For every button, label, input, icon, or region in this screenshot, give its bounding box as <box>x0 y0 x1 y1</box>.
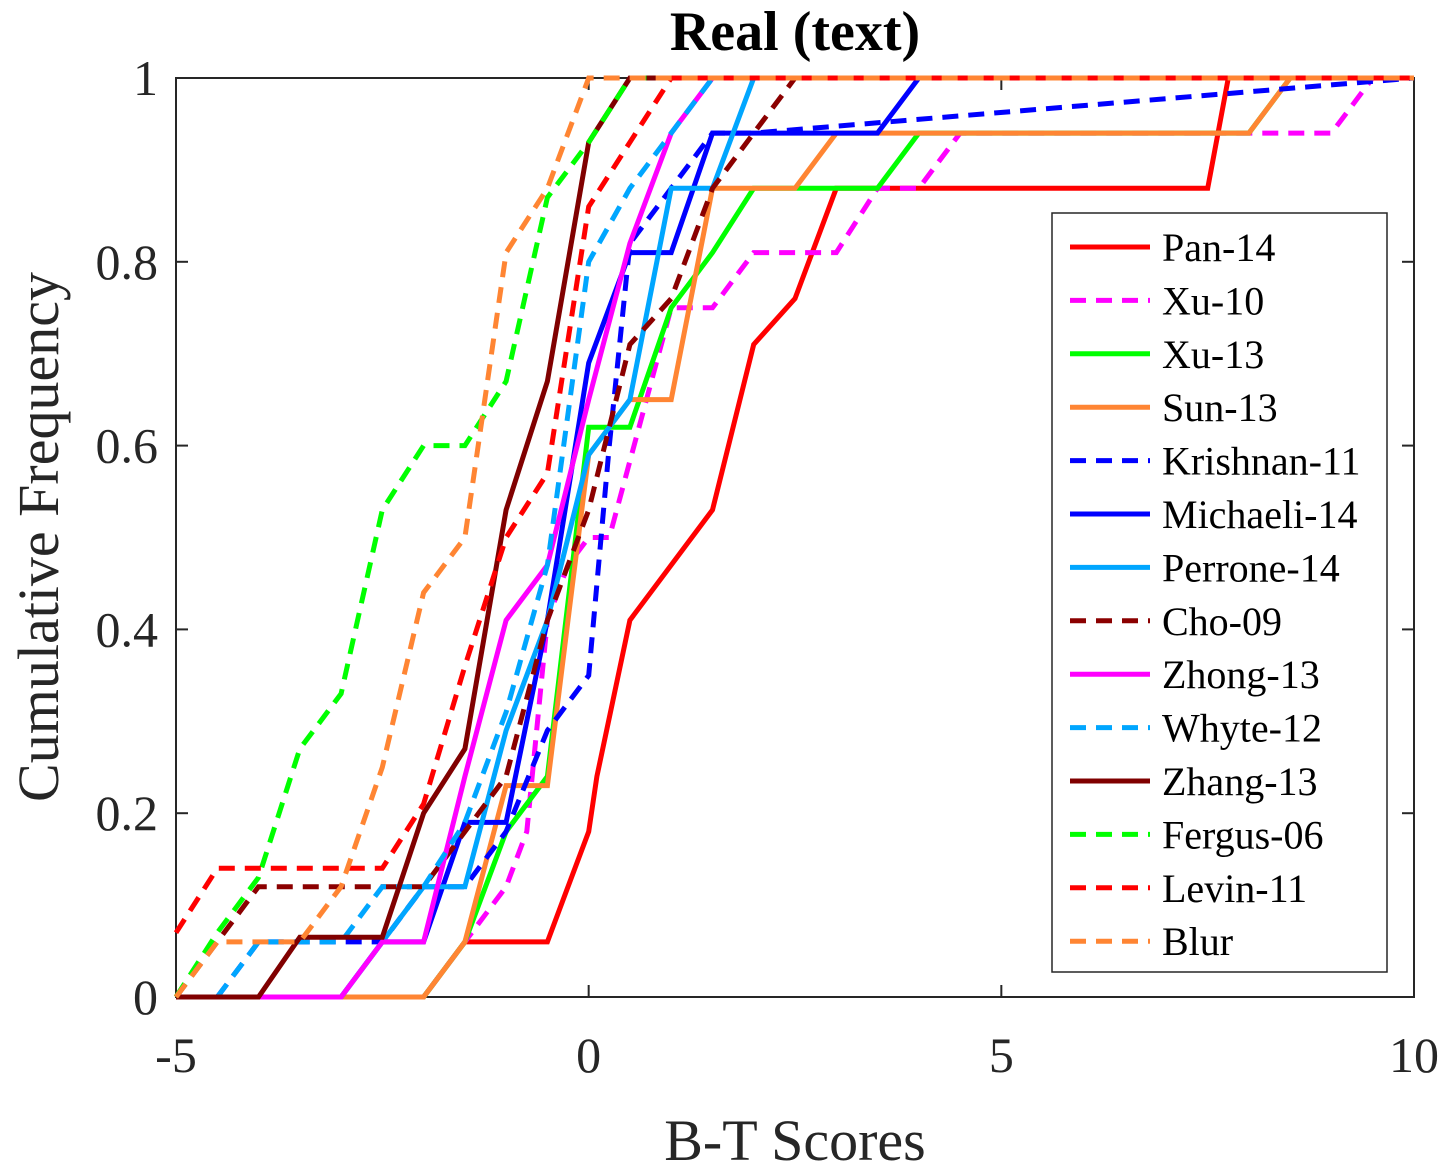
legend-box <box>1051 212 1388 973</box>
legend-label: Pan-14 <box>1162 225 1275 270</box>
y-tick-label: 0.8 <box>96 234 159 290</box>
legend-label: Perrone-14 <box>1162 545 1340 590</box>
x-tick-label: 0 <box>576 1027 601 1083</box>
y-tick-label: 0.4 <box>96 601 159 657</box>
series-line-fergus-06 <box>173 75 1414 999</box>
y-tick-label: 0.2 <box>96 785 159 841</box>
x-axis-label: B-T Scores <box>664 1108 926 1166</box>
legend-label: Zhang-13 <box>1162 759 1318 804</box>
series-line-levin-11 <box>173 75 1414 935</box>
legend-label: Whyte-12 <box>1162 706 1322 751</box>
y-axis: 0 0.2 0.4 0.6 0.8 1 <box>96 50 1414 1025</box>
y-tick-label: 0.6 <box>96 418 159 474</box>
legend-label: Xu-10 <box>1162 278 1264 323</box>
legend-label: Blur <box>1162 919 1233 964</box>
legend-label: Levin-11 <box>1162 866 1307 911</box>
series-line-krishnan-11 <box>215 75 1415 999</box>
legend-label: Xu-13 <box>1162 332 1264 377</box>
series-line-blur <box>173 75 1414 999</box>
chart-title: Real (text) <box>670 1 920 63</box>
y-tick-label: 0 <box>133 969 158 1025</box>
x-tick-label: 10 <box>1389 1027 1439 1083</box>
y-axis-label: Cumulative Frequency <box>6 272 71 802</box>
y-tick-label: 1 <box>133 50 158 106</box>
legend-label: Cho-09 <box>1162 599 1282 644</box>
x-tick-label: -5 <box>155 1027 197 1083</box>
legend-label: Michaeli-14 <box>1162 492 1358 537</box>
series-layer <box>173 75 1415 1000</box>
series-line-pan-14 <box>176 75 1414 1000</box>
legend-label: Krishnan-11 <box>1162 439 1360 484</box>
legend: Pan-14 Xu-10 Xu-13 Sun-13 Krishnan-11 Michael… <box>1051 212 1388 973</box>
x-tick-label: 5 <box>989 1027 1014 1083</box>
series-line-whyte-12 <box>215 75 1414 999</box>
legend-label: Sun-13 <box>1162 385 1278 430</box>
legend-label: Fergus-06 <box>1162 812 1323 857</box>
x-axis: -5 0 5 10 <box>155 78 1439 1083</box>
legend-label: Zhong-13 <box>1162 652 1320 697</box>
